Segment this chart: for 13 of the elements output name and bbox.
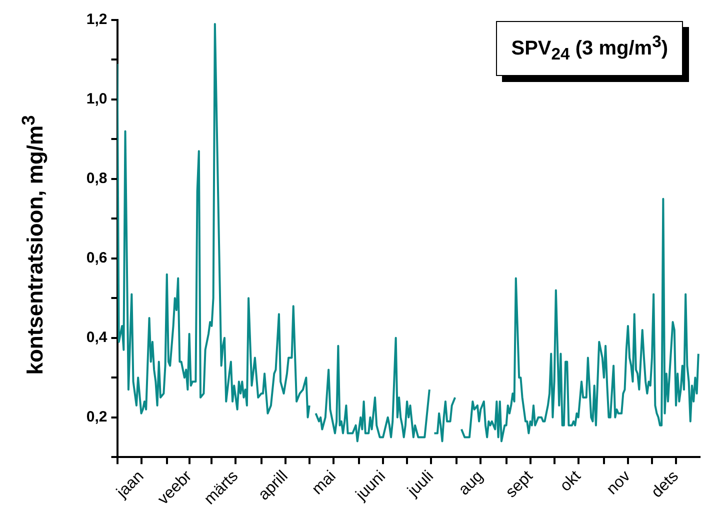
- y-tick-label: 0,8: [86, 170, 108, 188]
- x-tick-label: mai: [309, 468, 340, 498]
- x-tick-label: sept: [502, 467, 537, 502]
- y-tick-label: 0,6: [86, 250, 108, 267]
- y-tick-label: 0,2: [86, 408, 108, 426]
- x-tick-label: nov: [604, 468, 634, 498]
- y-tick-label: 0,4: [86, 329, 108, 346]
- x-tick-label: dets: [648, 468, 682, 502]
- annotation: SPV$_{24}$ (3 mg/m$^{3}$): [496, 21, 683, 76]
- y-tick-label: 1,2: [86, 11, 108, 28]
- x-tick-label: aug: [456, 468, 487, 499]
- y-tick-label: 1,0: [86, 90, 108, 108]
- x-tick-label: okt: [557, 467, 585, 495]
